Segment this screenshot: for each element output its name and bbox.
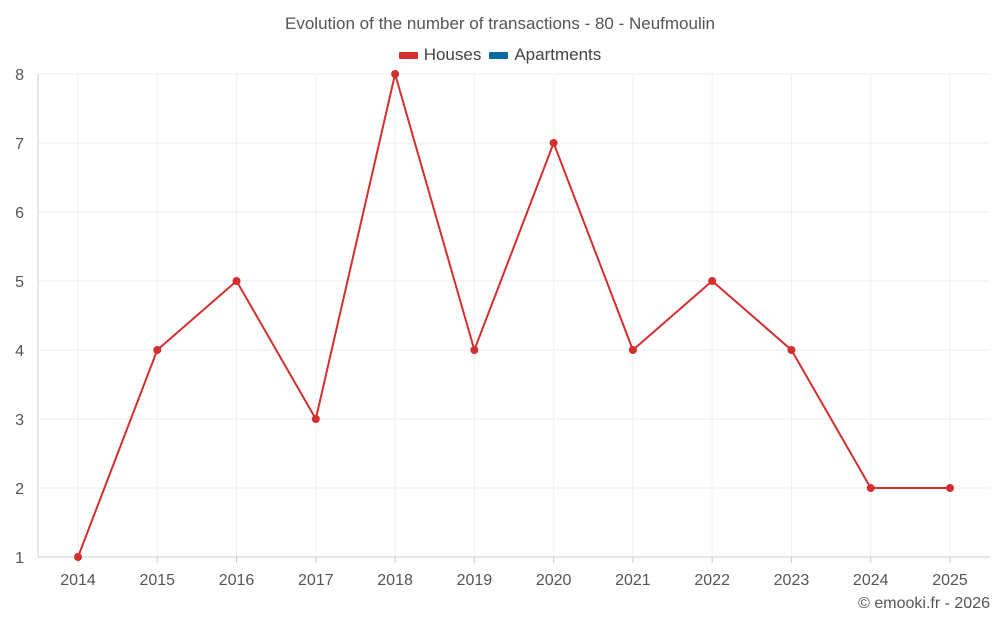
chart-title: Evolution of the number of transactions … [285, 14, 715, 33]
data-point [153, 346, 162, 354]
y-tick-label: 4 [15, 343, 24, 360]
legend-item-apartments[interactable]: Apartments [489, 45, 601, 65]
data-point [391, 70, 400, 78]
y-tick-label: 1 [15, 550, 24, 567]
y-tick-label: 2 [15, 481, 24, 498]
y-tick-label: 8 [15, 67, 24, 84]
data-point [787, 346, 796, 354]
y-tick-label: 6 [15, 205, 24, 222]
y-tick-label: 3 [15, 412, 24, 429]
legend-item-houses[interactable]: Houses [398, 45, 482, 65]
data-point [628, 346, 637, 354]
x-tick-label: 2025 [932, 572, 968, 589]
x-tick-label: 2020 [536, 572, 572, 589]
data-point [311, 415, 320, 423]
legend-swatch-houses [398, 51, 418, 59]
legend-label-houses: Houses [423, 45, 482, 64]
x-tick-label: 2015 [139, 572, 175, 589]
x-tick-label: 2023 [774, 572, 810, 589]
data-point [946, 484, 954, 492]
x-tick-label: 2024 [853, 572, 889, 589]
y-tick-label: 5 [15, 274, 24, 291]
x-tick-label: 2019 [457, 572, 493, 589]
data-point [708, 277, 717, 285]
data-point [74, 553, 82, 561]
x-tick-label: 2016 [219, 572, 255, 589]
x-tick-label: 2014 [60, 572, 96, 589]
copyright-text: © emooki.fr - 2026 [858, 595, 990, 612]
data-point [866, 484, 875, 492]
series-line-houses [77, 70, 950, 558]
y-tick-label: 7 [15, 136, 24, 153]
x-tick-label: 2021 [615, 572, 651, 589]
x-tick-label: 2018 [377, 572, 413, 589]
data-point [549, 139, 558, 147]
data-point [470, 346, 479, 354]
data-point [232, 277, 241, 285]
legend-label-apartments: Apartments [514, 45, 602, 64]
legend-swatch-apartments [489, 51, 509, 59]
x-tick-label: 2022 [694, 572, 730, 589]
x-tick-label: 2017 [298, 572, 334, 589]
legend: Houses Apartments [0, 45, 1000, 65]
